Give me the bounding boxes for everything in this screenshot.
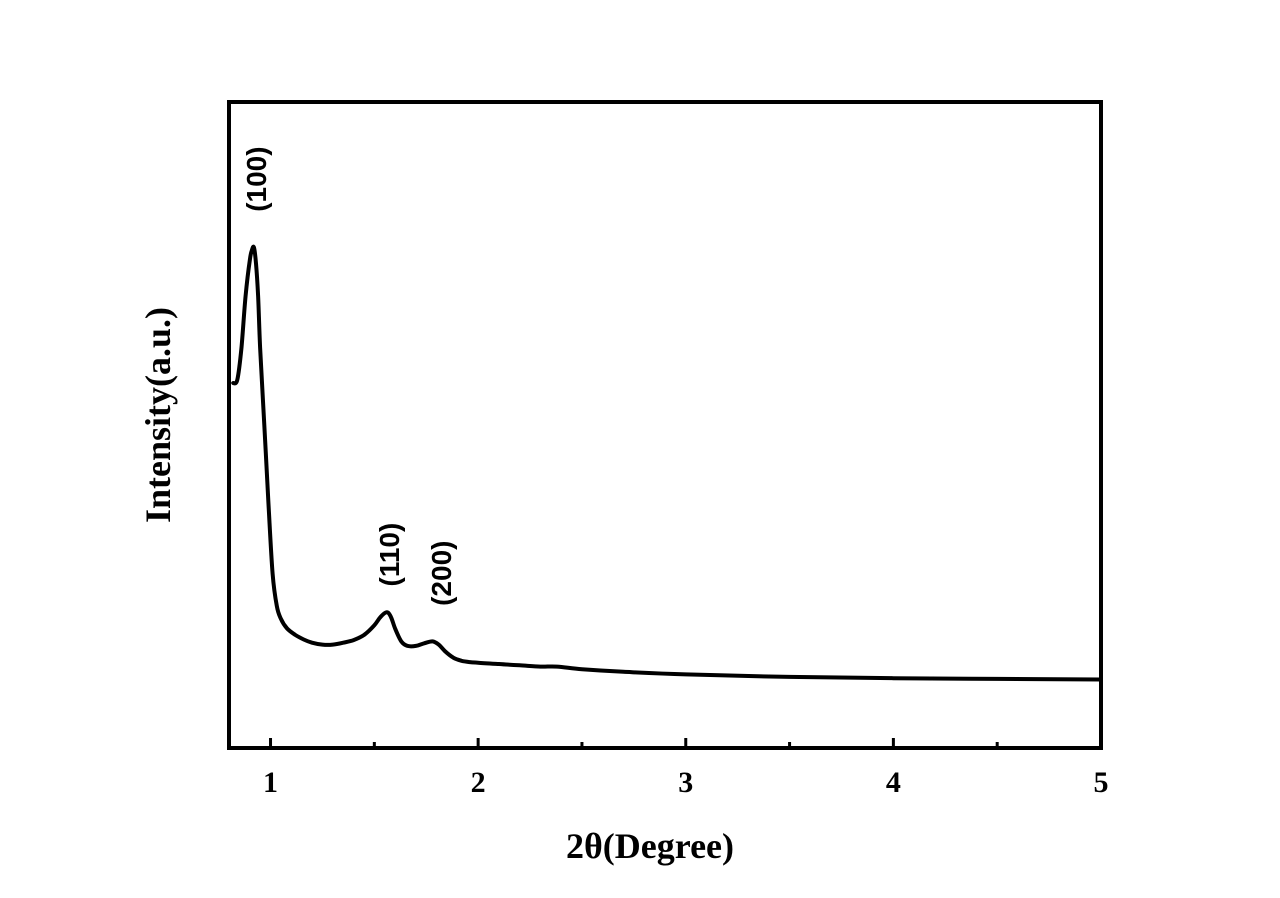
- peak-label: (110): [374, 523, 405, 587]
- intensity-curve: [231, 244, 1103, 682]
- plot-frame: [227, 100, 1103, 750]
- x-tick-label: 2: [471, 766, 486, 799]
- x-tick-label: 3: [678, 766, 693, 799]
- x-axis-title: 2θ(Degree): [566, 826, 734, 866]
- x-axis-tick-labels: 1 2 3 4 5: [263, 766, 1108, 799]
- peak-annotations: (100) (110) (200): [241, 146, 457, 605]
- x-tick-label: 5: [1094, 766, 1109, 799]
- x-tick-label: 1: [263, 766, 278, 799]
- peak-label: (200): [426, 541, 457, 606]
- x-axis-ticks: [269, 738, 1103, 748]
- y-axis-title: Intensity(a.u.): [138, 307, 178, 523]
- x-tick-label: 4: [886, 766, 901, 799]
- peak-label: (100): [241, 146, 272, 211]
